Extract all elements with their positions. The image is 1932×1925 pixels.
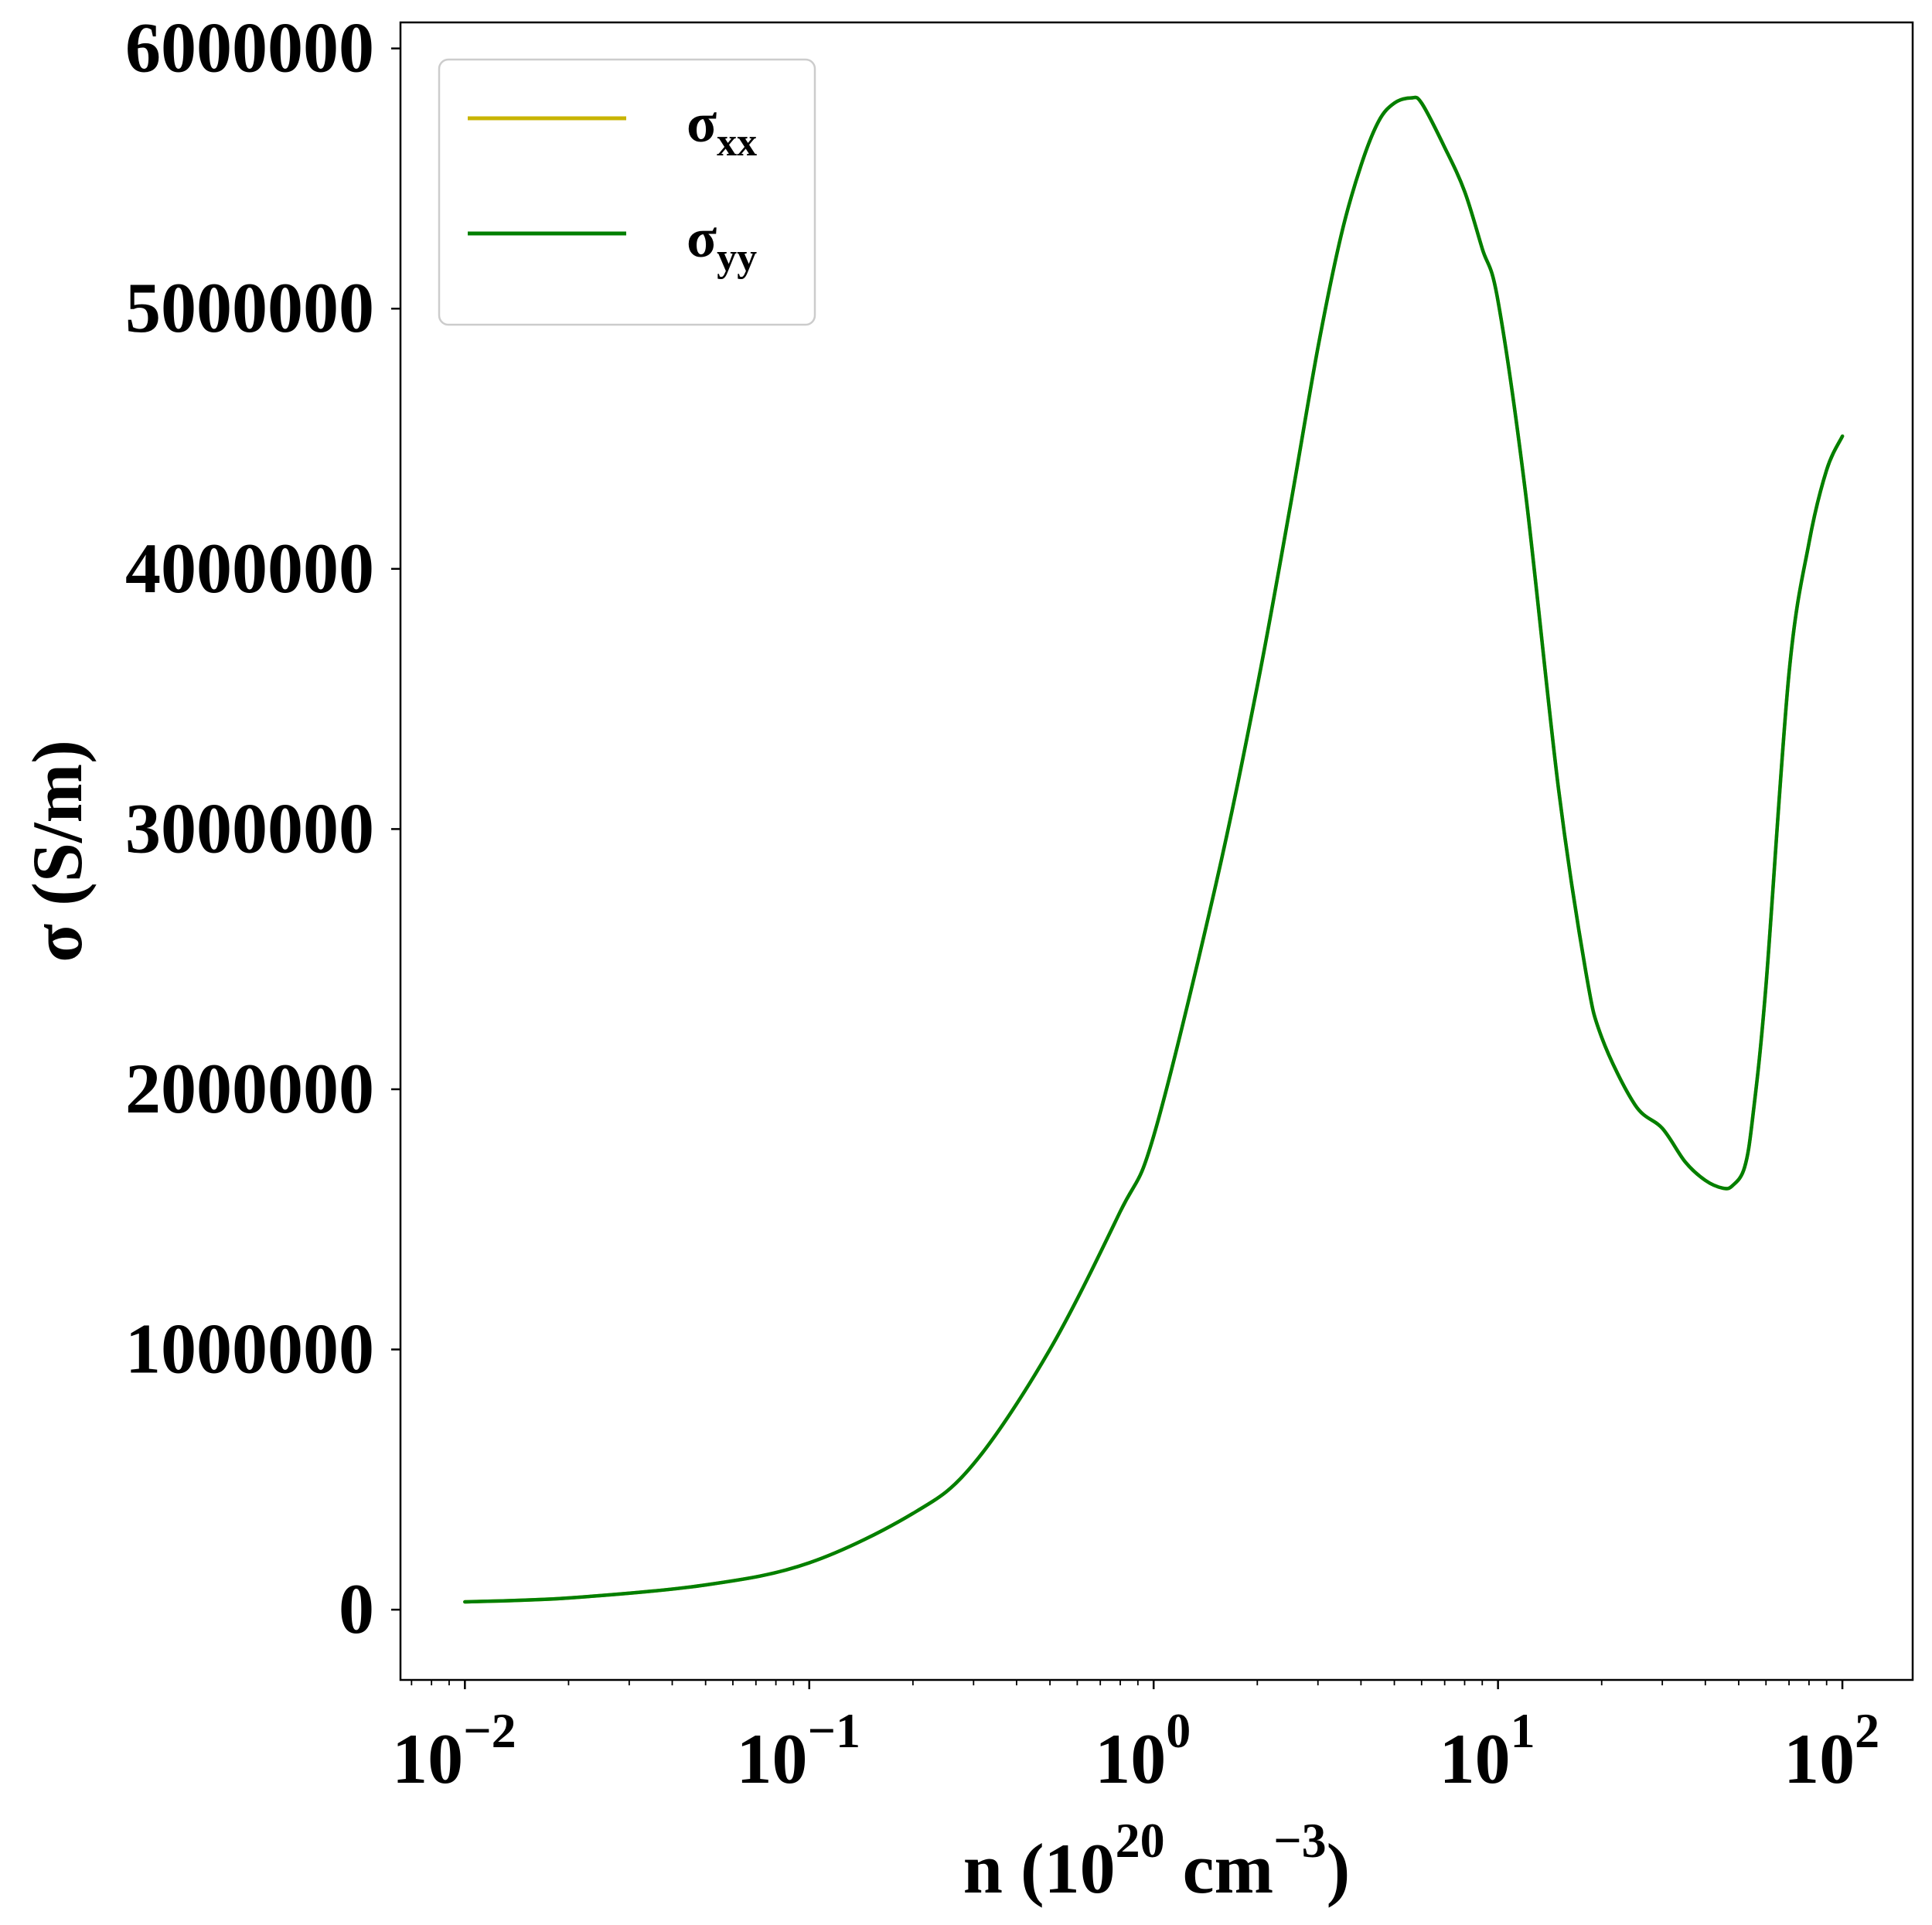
y-tick-label-3: 3000000 (125, 789, 374, 867)
legend: σxx σyy (438, 58, 816, 326)
y-tick-label-4: 4000000 (125, 529, 374, 608)
x-minor-ticks (411, 1680, 1828, 1685)
y-tick-label-2: 2000000 (125, 1049, 374, 1128)
y-tick-label-0: 0 (339, 1569, 374, 1648)
legend-box (438, 58, 816, 326)
x-tick-label-2: 100 (1095, 1703, 1191, 1798)
legend-label-sigma-yy: σyy (687, 207, 757, 280)
x-tick-label-4: 102 (1784, 1703, 1879, 1798)
y-axis-label: σ (S/m) (18, 740, 97, 962)
series-layer (463, 95, 1845, 1604)
x-tick-label-1: 10−1 (737, 1703, 860, 1798)
y-ticks: 0 1000000 2000000 3000000 4000000 5000000 6000… (125, 9, 400, 1648)
x-tick-label-0: 10−2 (392, 1703, 516, 1798)
series-line-yy (463, 95, 1845, 1604)
y-tick-label-5: 5000000 (125, 268, 374, 347)
x-ticks: 10−2 10−1 100 101 102 (392, 1680, 1879, 1798)
x-axis-label: n (1020 cm−3) (963, 1813, 1350, 1908)
y-tick-label-6: 6000000 (125, 9, 374, 87)
y-tick-label-1: 1000000 (125, 1310, 374, 1388)
x-tick-label-3: 101 (1440, 1703, 1535, 1798)
legend-label-sigma-xx: σxx (687, 92, 757, 165)
